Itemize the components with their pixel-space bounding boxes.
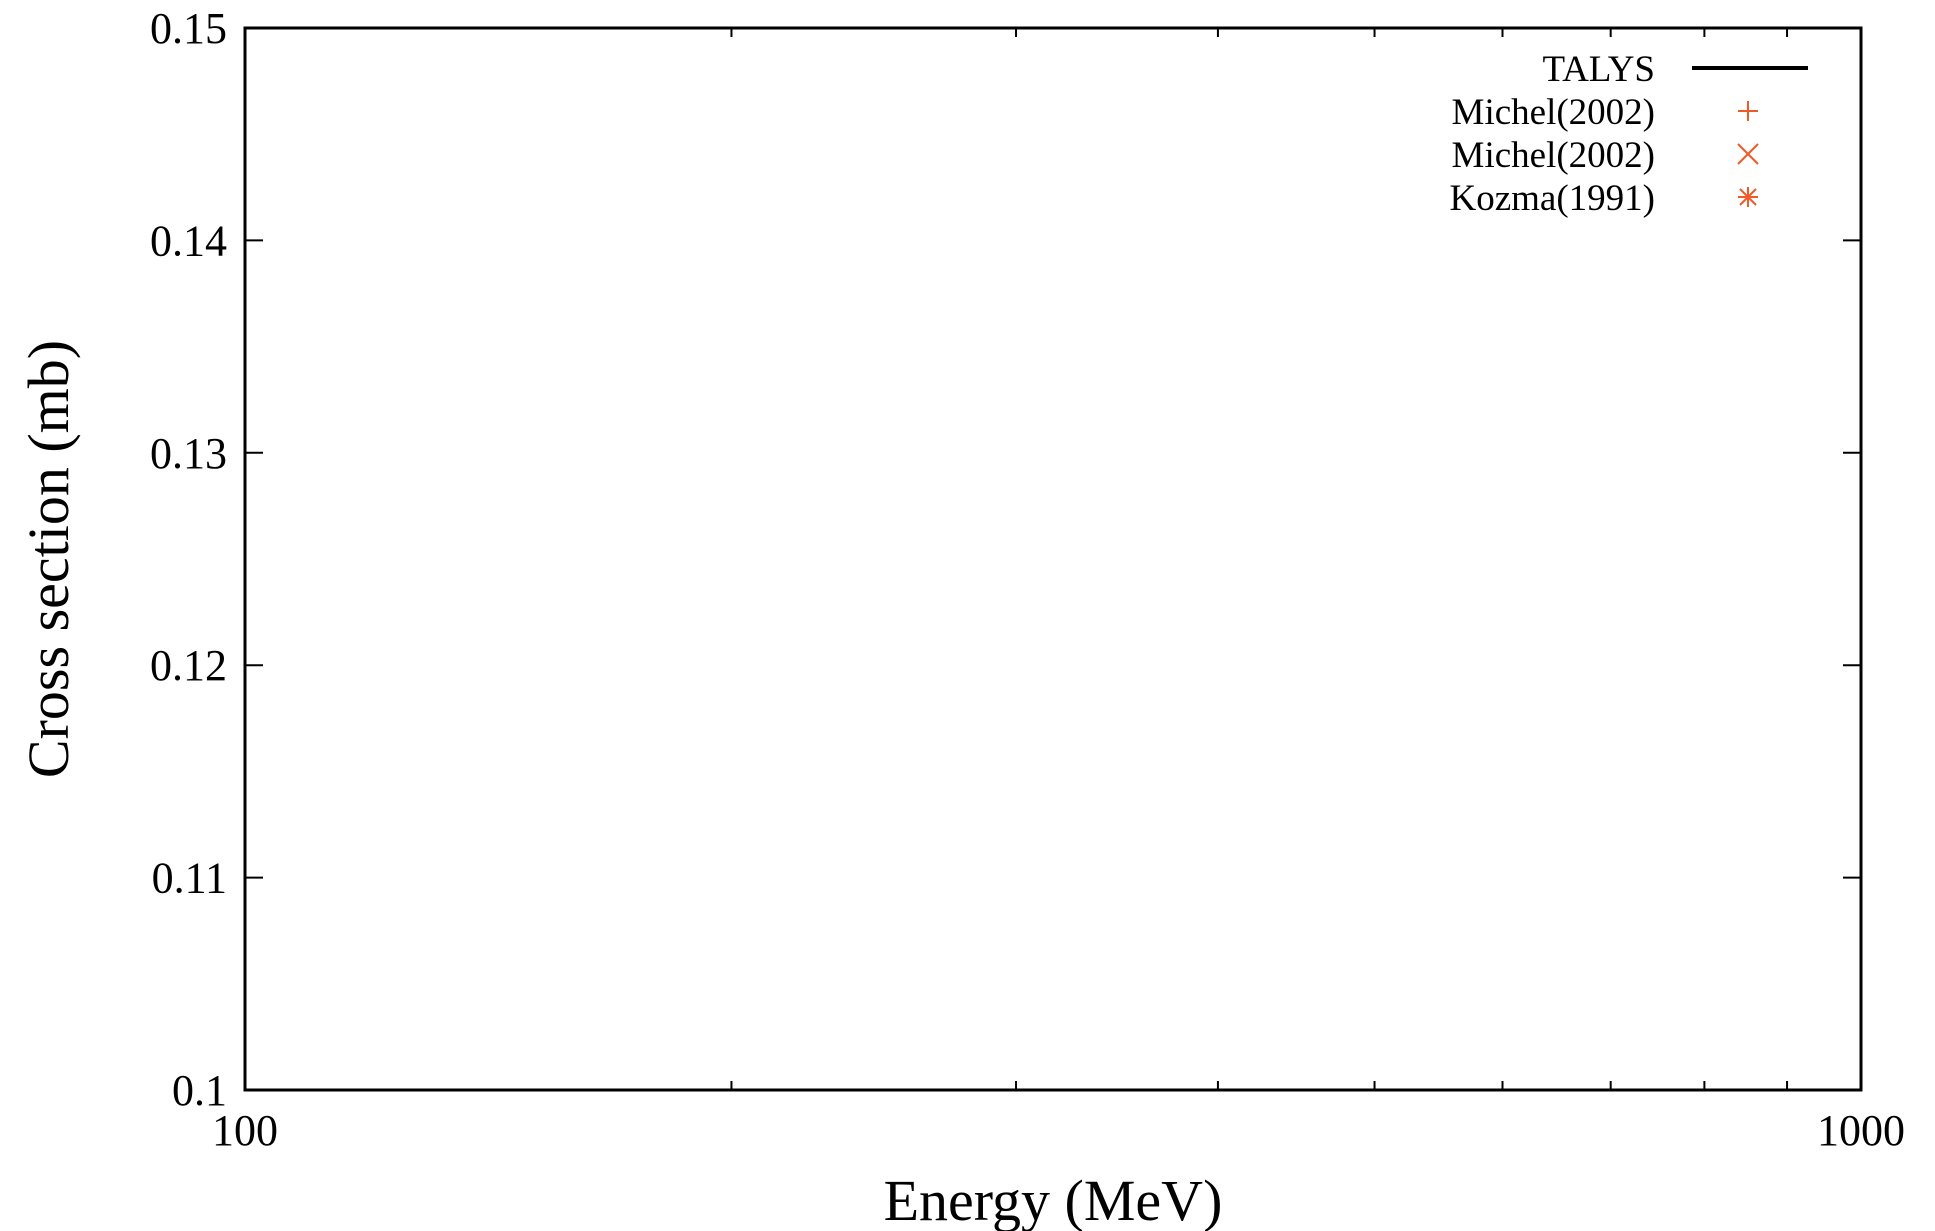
legend-label-3: Kozma(1991) [1450,178,1656,219]
y-tick-label-0: 0.1 [172,1066,227,1115]
x-axis-title: Energy (MeV) [884,1168,1223,1231]
plot-frame [243,26,1863,1092]
x-tick-label-0: 100 [212,1106,278,1155]
y-axis-title: Cross section (mb) [16,340,81,778]
y-tick-label-5: 0.15 [150,4,227,53]
ticks-layer: 0.1 0.11 0.12 0.13 0.14 0.15 100 1000 [150,4,1905,1155]
x-tick-label-1: 1000 [1817,1106,1905,1155]
y-tick-label-4: 0.14 [150,216,227,265]
y-tick-label-1: 0.11 [152,854,227,903]
legend-marker-1 [1738,101,1758,121]
legend-label-1: Michel(2002) [1452,92,1655,133]
legend-label-0: TALYS [1542,49,1655,90]
legend-marker-3 [1738,187,1758,207]
y-tick-label-2: 0.12 [150,641,227,690]
y-tick-label-3: 0.13 [150,429,227,478]
legend-label-2: Michel(2002) [1452,135,1655,176]
legend-marker-2 [1737,143,1759,165]
